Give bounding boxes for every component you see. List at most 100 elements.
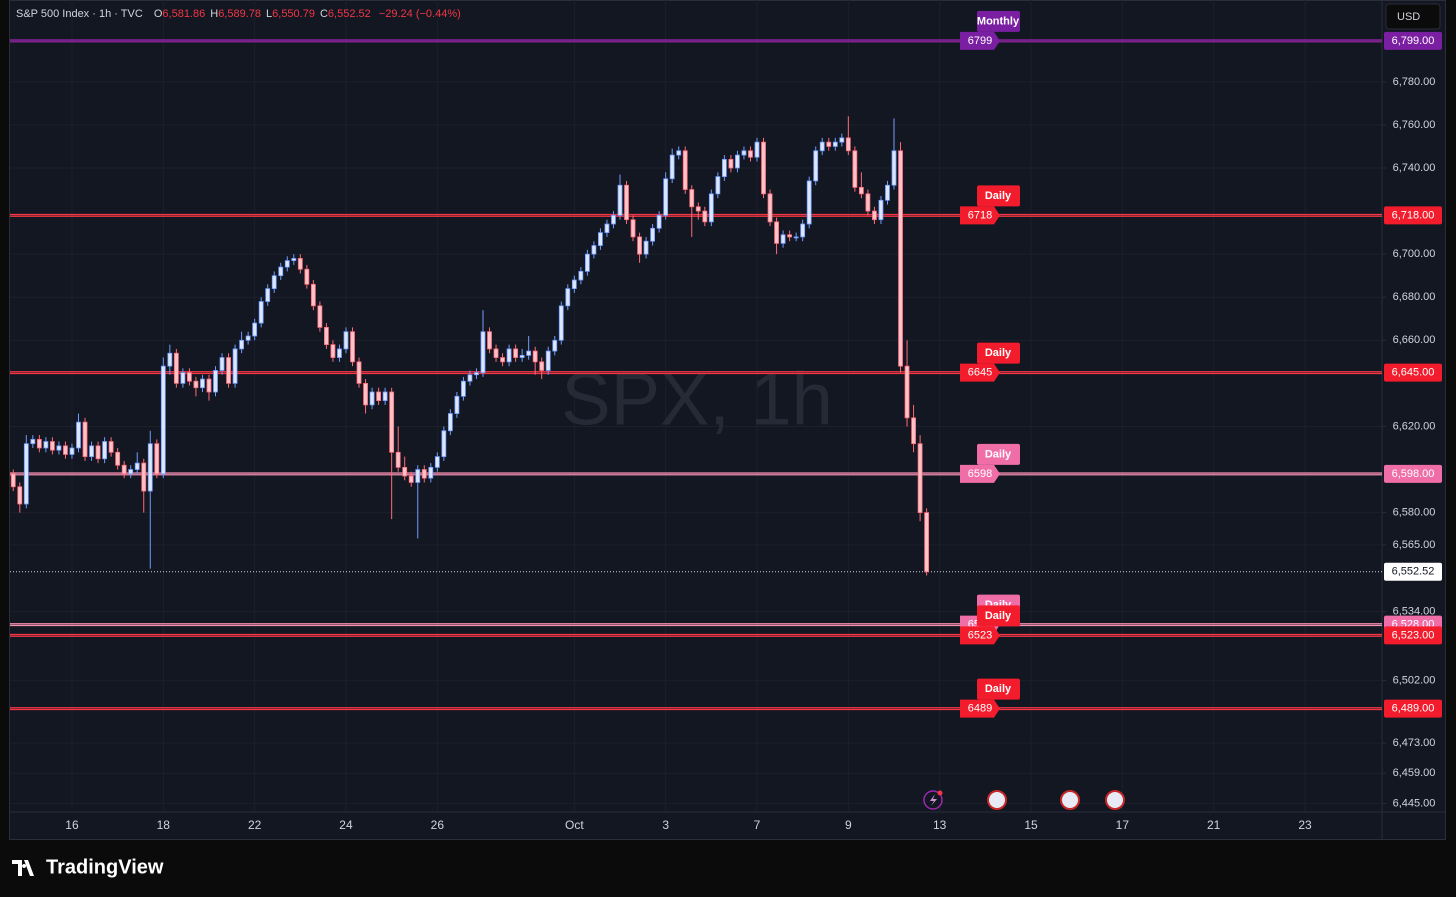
candle-body — [832, 141, 838, 147]
x-tick-label: 3 — [662, 818, 669, 832]
level-tag: Monthly — [977, 15, 1020, 27]
candle-body — [108, 441, 114, 453]
level-tag: Daily — [985, 448, 1012, 460]
candle-body — [474, 372, 479, 376]
candle-body — [754, 141, 760, 158]
candle-body — [624, 184, 629, 221]
candle-body — [780, 234, 786, 244]
candle-body — [95, 445, 101, 460]
level-tag: Daily — [985, 683, 1012, 695]
candle-body — [637, 236, 642, 255]
candle-body — [761, 141, 766, 195]
event-icon[interactable] — [1105, 790, 1125, 810]
candle-body — [376, 391, 382, 402]
candle-body — [598, 232, 603, 246]
candle-body — [128, 469, 134, 475]
x-tick-label: 16 — [65, 818, 79, 832]
ohlc-value: 6,552.52 — [328, 8, 371, 20]
y-tick-label: 6,502.00 — [1393, 675, 1436, 687]
currency[interactable]: USD — [1397, 11, 1420, 23]
axis-label-box — [1384, 626, 1442, 645]
candle-body — [271, 275, 277, 290]
candle-body — [304, 268, 310, 285]
axis-label-box — [1384, 363, 1442, 382]
axis-label-box — [1384, 464, 1442, 483]
candle-body — [330, 344, 336, 358]
axis-label-box — [1384, 699, 1442, 718]
candle-body — [226, 357, 231, 384]
candle-body — [839, 137, 845, 143]
candle-body — [337, 348, 342, 358]
y-tick-label: 6,700.00 — [1393, 248, 1436, 260]
candle-body — [461, 380, 466, 397]
candle-body — [650, 227, 656, 242]
candle-body — [310, 283, 316, 307]
candle-body — [258, 301, 264, 324]
x-tick-label: 18 — [157, 818, 171, 832]
candle-body — [858, 186, 864, 195]
candle-body — [206, 378, 212, 393]
candle-body — [924, 512, 930, 573]
x-tick-label: 21 — [1207, 818, 1221, 832]
candle-body — [845, 137, 851, 152]
axis-label-box — [1384, 206, 1442, 225]
brand: TradingView — [46, 856, 164, 878]
candle-body — [187, 372, 192, 382]
level-value-box — [960, 206, 1000, 225]
candle-body — [878, 199, 884, 221]
x-tick-label: 9 — [845, 818, 852, 832]
candle-body — [493, 348, 499, 358]
level-value-box — [960, 464, 1000, 483]
axis-label-box — [1384, 31, 1442, 50]
candle-body — [363, 382, 368, 406]
currency-button[interactable] — [1385, 3, 1441, 30]
y-tick-label: 6,680.00 — [1393, 291, 1436, 303]
level-value: 6523 — [968, 629, 992, 641]
y-tick-label: 6,660.00 — [1393, 334, 1436, 346]
candle-body — [774, 221, 779, 244]
candle-body — [284, 260, 290, 268]
ohlc: O6,581.86 H6,589.78 L6,550.79 C6,552.52 — [154, 8, 371, 20]
candle-body — [669, 154, 675, 180]
ohlc-key: O — [154, 8, 163, 20]
candle-body — [767, 193, 773, 223]
candle-body — [885, 184, 890, 201]
level-value: 6799 — [968, 35, 992, 47]
candle-body — [167, 352, 173, 367]
level-value: 6645 — [968, 367, 992, 379]
candle-body — [408, 475, 414, 483]
candle-body — [728, 158, 734, 169]
candle-body — [395, 451, 401, 468]
ohlc-key: C — [320, 8, 328, 20]
candle-body — [571, 279, 577, 290]
candle-body — [154, 443, 160, 475]
candle-body — [193, 380, 199, 389]
candle-body — [911, 417, 916, 445]
candle-body — [748, 150, 753, 158]
y-tick-label: 6,580.00 — [1393, 507, 1436, 519]
candle-body — [500, 357, 505, 363]
candle-body — [447, 413, 453, 432]
level-value: 6598 — [968, 468, 992, 480]
last-price-box — [1384, 562, 1442, 581]
candle-body — [584, 253, 590, 272]
event-icon[interactable] — [987, 790, 1007, 810]
candle-body — [656, 214, 662, 229]
candle-body — [813, 150, 819, 182]
candle-body — [76, 421, 81, 449]
candle-body — [115, 451, 121, 466]
candle-body — [265, 288, 271, 302]
candle-body — [17, 486, 23, 505]
candle-body — [428, 466, 434, 479]
event-icon[interactable] — [1060, 790, 1080, 810]
candle-body — [56, 445, 62, 451]
levels — [10, 39, 1382, 711]
candle-body — [324, 326, 329, 346]
candle-body — [539, 361, 545, 371]
candle-body — [278, 266, 284, 277]
candle-body — [454, 395, 460, 414]
candle-body — [69, 447, 75, 455]
candle-body — [865, 193, 871, 212]
level-value: 6489 — [968, 703, 992, 715]
